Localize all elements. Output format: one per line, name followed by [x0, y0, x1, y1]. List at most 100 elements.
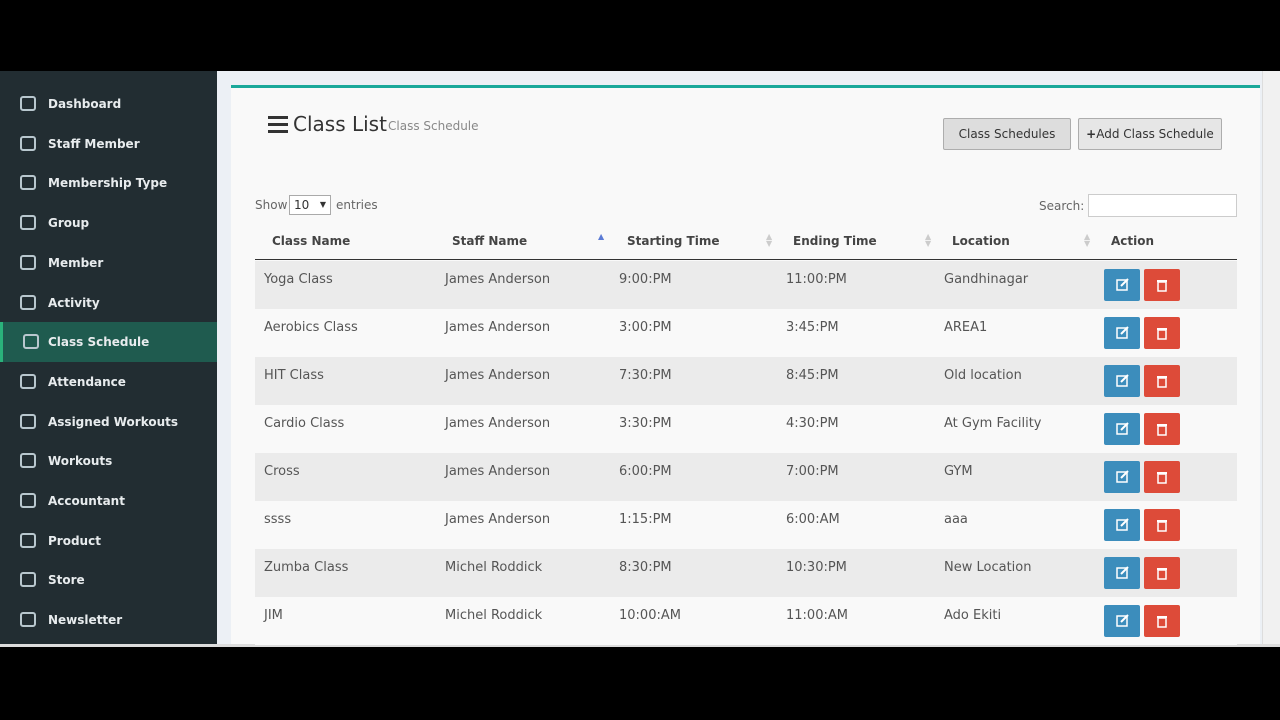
table-cell: Zumba Class [264, 560, 349, 575]
column-header[interactable]: Action [1111, 234, 1155, 248]
table-row [255, 309, 1237, 357]
sidebar-item[interactable]: Staff Member [0, 124, 217, 164]
select-value: 10 [294, 198, 310, 212]
sidebar-icon [20, 532, 36, 548]
edit-icon [1116, 566, 1129, 579]
column-header[interactable]: Location [952, 234, 1010, 248]
search-input[interactable] [1088, 194, 1237, 217]
sidebar-item[interactable]: Store [0, 560, 217, 600]
sidebar-item[interactable]: Accountant [0, 481, 217, 521]
table-row [255, 597, 1237, 645]
edit-button[interactable] [1104, 509, 1140, 541]
table-cell: 1:15:PM [619, 512, 672, 527]
delete-button[interactable] [1144, 461, 1180, 493]
sidebar-label: Class Schedule [48, 335, 150, 350]
sidebar-icon [20, 493, 36, 508]
sidebar-icon [20, 612, 36, 628]
sidebar: Dashboard Staff Member Membership Type Grou… [0, 71, 217, 645]
column-header[interactable]: Staff Name [452, 234, 528, 248]
sidebar-label: Assigned Workouts [48, 414, 179, 429]
sidebar-label: Workouts [48, 454, 113, 469]
delete-button[interactable] [1144, 269, 1180, 301]
edit-button[interactable] [1104, 557, 1140, 589]
table-cell: Ado Ekiti [944, 608, 1002, 623]
sidebar-item[interactable]: Class Schedule [0, 322, 217, 363]
sidebar-item[interactable]: Group [0, 203, 217, 243]
sidebar-item[interactable]: Attendance [0, 362, 217, 402]
table-row [255, 549, 1237, 597]
edit-button[interactable] [1104, 605, 1140, 637]
table-cell: Michel Roddick [445, 560, 543, 575]
table-cell: James Anderson [445, 512, 551, 527]
edit-icon [1116, 326, 1129, 339]
table-cell: Old location [944, 368, 1022, 383]
sidebar-item[interactable]: Assigned Workouts [0, 402, 217, 442]
bottom-edge [0, 644, 1280, 647]
class-schedules-button[interactable]: Class Schedules [943, 118, 1071, 150]
sidebar-label: Newsletter [48, 613, 123, 628]
sort-icon: ▲ ▼ [766, 232, 773, 248]
table-cell: At Gym Facility [944, 416, 1042, 431]
delete-button[interactable] [1144, 509, 1180, 541]
delete-icon [1157, 328, 1167, 340]
show-label: Show [255, 198, 288, 212]
sidebar-icon [20, 572, 36, 588]
sidebar-label: Store [48, 573, 85, 588]
table-cell: Cross [264, 464, 300, 479]
sidebar-item[interactable]: Activity [0, 283, 217, 323]
search-label: Search: [1039, 199, 1085, 213]
edit-button[interactable] [1104, 413, 1140, 445]
delete-icon [1157, 520, 1167, 532]
table-cell: Gandhinagar [944, 272, 1029, 287]
entries-select[interactable]: 10 ▼ [289, 195, 331, 215]
entries-label: entries [336, 198, 378, 212]
sidebar-label: Membership Type [48, 176, 168, 191]
page-subtitle: Class Schedule [388, 119, 479, 133]
table-cell: James Anderson [445, 464, 551, 479]
table-cell: 8:45:PM [786, 368, 839, 383]
sidebar-item[interactable]: Membership Type [0, 163, 217, 203]
table-cell: 8:30:PM [619, 560, 672, 575]
sidebar-label: Product [48, 533, 101, 548]
sidebar-icon [20, 135, 36, 151]
table-cell: 11:00:AM [786, 608, 848, 623]
table-cell: James Anderson [445, 368, 551, 383]
delete-button[interactable] [1144, 365, 1180, 397]
button-label: Add Class Schedule [1096, 127, 1214, 141]
table-cell: aaa [944, 512, 968, 527]
delete-button[interactable] [1144, 317, 1180, 349]
sort-icon: ▲ ▼ [925, 232, 932, 248]
sidebar-item[interactable]: Dashboard [0, 84, 217, 124]
table-cell: 4:30:PM [786, 416, 839, 431]
sidebar-label: Attendance [48, 374, 126, 389]
table-row [255, 405, 1237, 453]
delete-button[interactable] [1144, 557, 1180, 589]
sidebar-item[interactable]: Newsletter [0, 600, 217, 640]
scrollbar [1262, 71, 1280, 645]
edit-icon [1116, 422, 1129, 435]
edit-button[interactable] [1104, 461, 1140, 493]
edit-button[interactable] [1104, 317, 1140, 349]
edit-button[interactable] [1104, 269, 1140, 301]
add-class-button[interactable]: +Add Class Schedule [1078, 118, 1222, 150]
delete-button[interactable] [1144, 413, 1180, 445]
table-cell: GYM [944, 464, 973, 479]
sidebar-item[interactable]: Member [0, 243, 217, 283]
sidebar-icon [20, 254, 36, 270]
sidebar-item[interactable]: Product [0, 521, 217, 561]
table-cell: 3:00:PM [619, 320, 672, 335]
table-cell: JIM [264, 608, 283, 623]
table-cell: New Location [944, 560, 1032, 575]
table-cell: ssss [264, 512, 292, 527]
delete-button[interactable] [1144, 605, 1180, 637]
sidebar-item[interactable]: Workouts [0, 441, 217, 481]
column-header[interactable]: Ending Time [793, 234, 877, 248]
header-rule [255, 259, 1237, 260]
column-header[interactable]: Class Name [272, 234, 351, 248]
table-cell: Michel Roddick [445, 608, 543, 623]
sidebar-label: Accountant [48, 494, 125, 508]
edit-button[interactable] [1104, 365, 1140, 397]
sort-icon: ▲ ▼ [1084, 232, 1091, 248]
column-header[interactable]: Starting Time [627, 234, 720, 248]
